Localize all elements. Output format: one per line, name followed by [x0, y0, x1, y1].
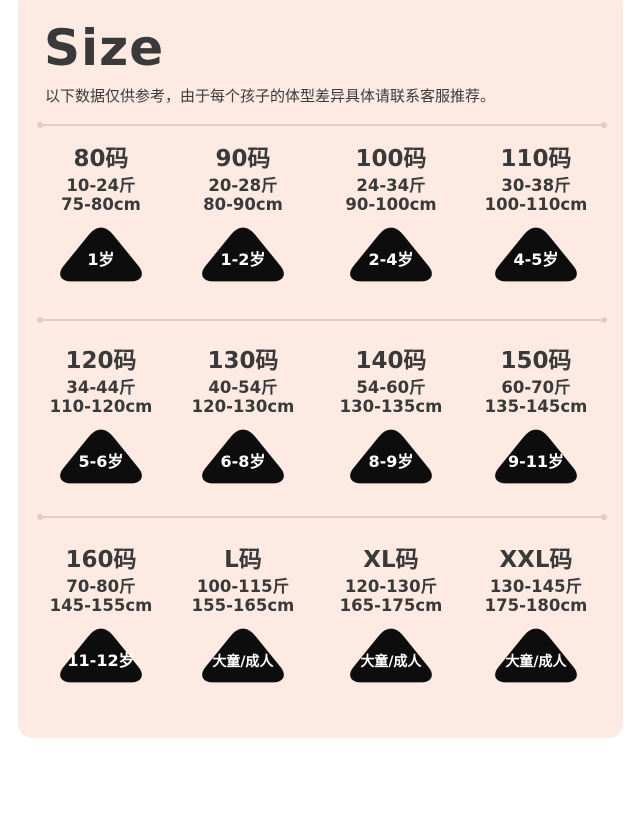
size-cell: 80码 10-24斤 75-80cm 1岁	[21, 144, 181, 282]
size-label: 120码	[65, 348, 137, 374]
weight-range: 130-145斤	[489, 577, 583, 596]
age-label: 1岁	[87, 250, 115, 269]
height-range: 130-135cm	[339, 397, 443, 416]
rounded-triangle-icon	[202, 227, 284, 282]
size-cell: 150码 60-70斤 135-145cm 9-11岁	[456, 346, 616, 484]
weight-range: 120-130斤	[344, 577, 438, 596]
height-range: 155-165cm	[191, 596, 295, 615]
divider	[37, 122, 607, 128]
age-label: 大童/成人	[505, 654, 567, 670]
size-label: 110码	[500, 146, 572, 172]
weight-range: 30-38斤	[501, 176, 571, 195]
size-label: XXL码	[499, 547, 573, 573]
age-badge: 11-12岁	[58, 625, 144, 683]
size-label: 90码	[215, 146, 271, 172]
size-label: L码	[224, 547, 262, 573]
weight-range: 60-70斤	[501, 378, 571, 397]
age-badge: 1-2岁	[200, 224, 286, 282]
size-cell: 140码 54-60斤 130-135cm 8-9岁	[311, 346, 471, 484]
divider	[37, 317, 607, 323]
rounded-triangle-icon	[495, 227, 577, 282]
weight-range: 70-80斤	[66, 577, 136, 596]
age-label: 5-6岁	[78, 452, 124, 471]
rounded-triangle-icon	[60, 628, 142, 683]
weight-range: 100-115斤	[196, 577, 290, 596]
age-badge: 9-11岁	[493, 426, 579, 484]
age-badge: 1岁	[58, 224, 144, 282]
size-cell: XXL码 130-145斤 175-180cm 大童/成人	[456, 545, 616, 683]
rounded-triangle-icon	[202, 628, 284, 683]
age-label: 大童/成人	[212, 654, 274, 670]
divider	[37, 514, 607, 520]
weight-range: 24-34斤	[356, 176, 426, 195]
page-subtitle: 以下数据仅供参考，由于每个孩子的体型差异具体请联系客服推荐。	[45, 87, 496, 105]
age-badge: 5-6岁	[58, 426, 144, 484]
rounded-triangle-icon	[60, 227, 142, 282]
age-label: 6-8岁	[220, 452, 266, 471]
age-badge: 4-5岁	[493, 224, 579, 282]
age-label: 2-4岁	[368, 250, 414, 269]
rounded-triangle-icon	[495, 429, 577, 484]
weight-range: 40-54斤	[208, 378, 278, 397]
height-range: 175-180cm	[484, 596, 588, 615]
rounded-triangle-icon	[350, 628, 432, 683]
size-label: XL码	[363, 547, 419, 573]
height-range: 135-145cm	[484, 397, 588, 416]
age-badge: 6-8岁	[200, 426, 286, 484]
size-label: 80码	[73, 146, 129, 172]
size-cell: 130码 40-54斤 120-130cm 6-8岁	[163, 346, 323, 484]
size-label: 150码	[500, 348, 572, 374]
age-label: 1-2岁	[220, 250, 266, 269]
weight-range: 10-24斤	[66, 176, 136, 195]
rounded-triangle-icon	[495, 628, 577, 683]
size-cell: L码 100-115斤 155-165cm 大童/成人	[163, 545, 323, 683]
size-chart-card	[18, 0, 623, 738]
height-range: 100-110cm	[484, 195, 588, 214]
rounded-triangle-icon	[350, 227, 432, 282]
size-cell: XL码 120-130斤 165-175cm 大童/成人	[311, 545, 471, 683]
age-badge: 8-9岁	[348, 426, 434, 484]
weight-range: 20-28斤	[208, 176, 278, 195]
height-range: 165-175cm	[339, 596, 443, 615]
height-range: 120-130cm	[191, 397, 295, 416]
age-badge: 大童/成人	[348, 625, 434, 683]
height-range: 80-90cm	[203, 195, 283, 214]
age-badge: 大童/成人	[200, 625, 286, 683]
age-badge: 2-4岁	[348, 224, 434, 282]
height-range: 145-155cm	[49, 596, 153, 615]
size-cell: 120码 34-44斤 110-120cm 5-6岁	[21, 346, 181, 484]
height-range: 110-120cm	[49, 397, 153, 416]
height-range: 90-100cm	[345, 195, 437, 214]
rounded-triangle-icon	[60, 429, 142, 484]
size-cell: 100码 24-34斤 90-100cm 2-4岁	[311, 144, 471, 282]
age-badge: 大童/成人	[493, 625, 579, 683]
age-label: 大童/成人	[360, 654, 422, 670]
rounded-triangle-icon	[202, 429, 284, 484]
size-label: 160码	[65, 547, 137, 573]
height-range: 75-80cm	[61, 195, 141, 214]
age-label: 8-9岁	[368, 452, 414, 471]
size-label: 140码	[355, 348, 427, 374]
weight-range: 54-60斤	[356, 378, 426, 397]
age-label: 9-11岁	[507, 452, 565, 471]
size-cell: 110码 30-38斤 100-110cm 4-5岁	[456, 144, 616, 282]
size-cell: 90码 20-28斤 80-90cm 1-2岁	[163, 144, 323, 282]
age-label: 11-12岁	[67, 651, 135, 670]
rounded-triangle-icon	[350, 429, 432, 484]
size-label: 100码	[355, 146, 427, 172]
size-cell: 160码 70-80斤 145-155cm 11-12岁	[21, 545, 181, 683]
weight-range: 34-44斤	[66, 378, 136, 397]
age-label: 4-5岁	[513, 250, 559, 269]
page-title: Size	[44, 19, 165, 77]
size-label: 130码	[207, 348, 279, 374]
